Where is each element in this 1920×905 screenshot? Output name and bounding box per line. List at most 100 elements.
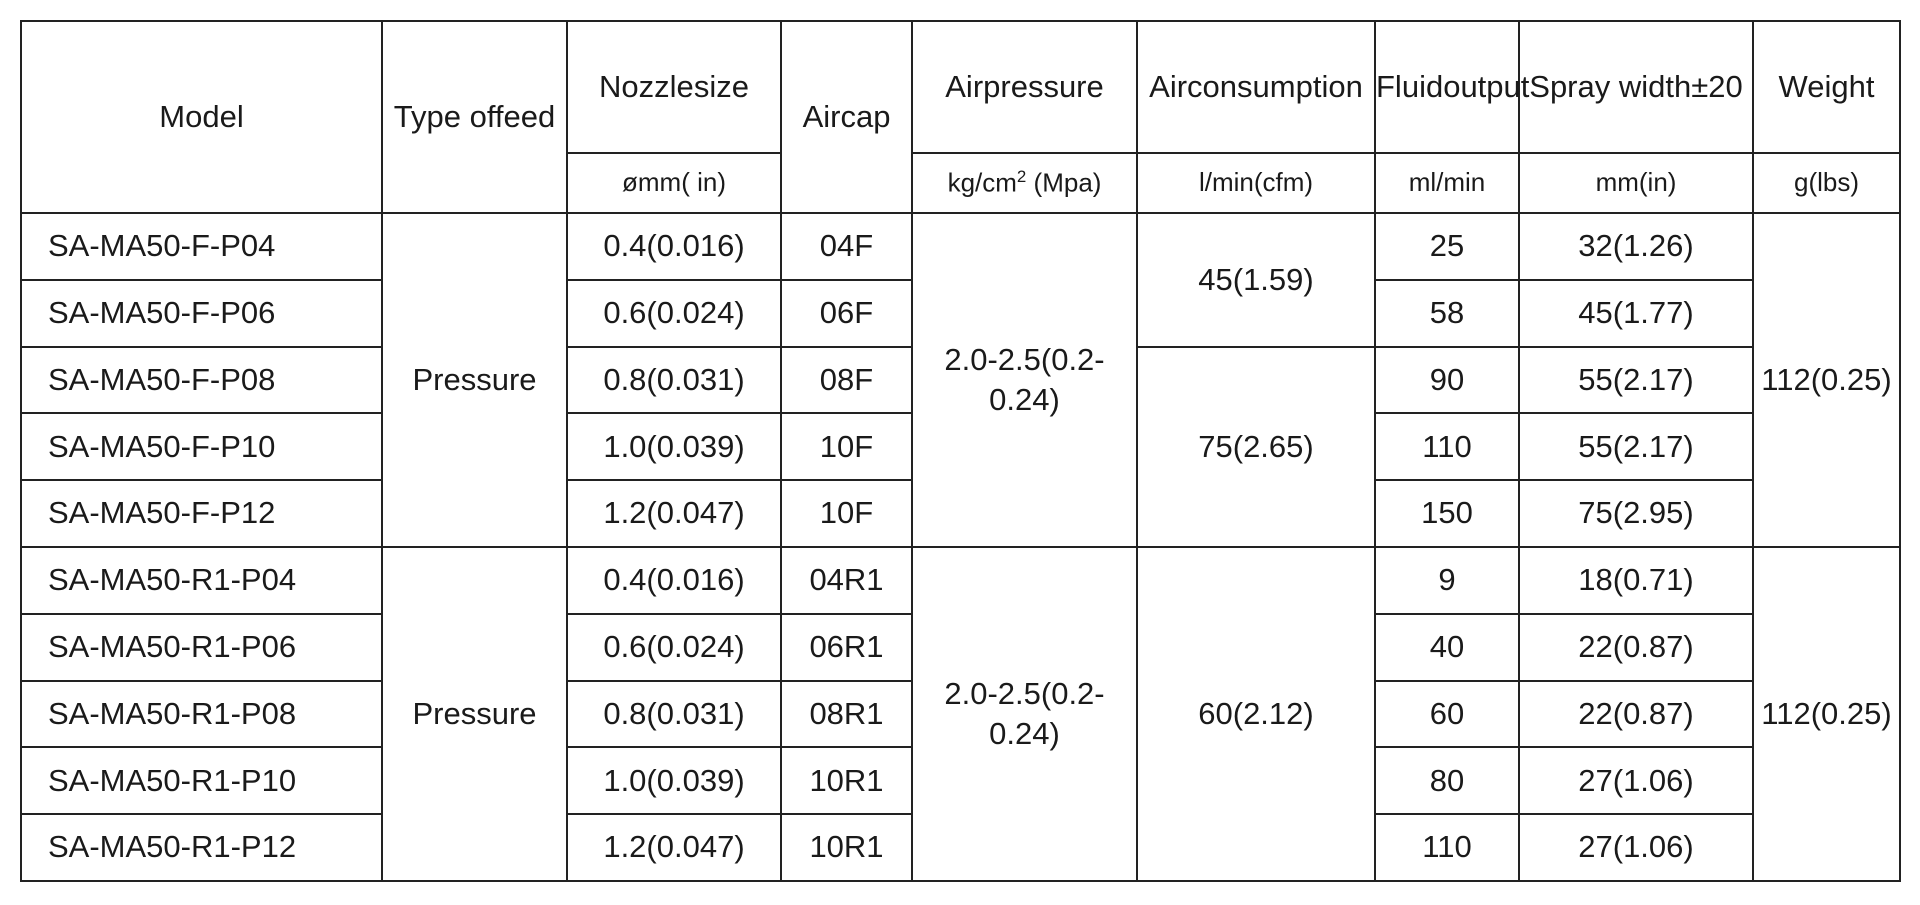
fluid-cell: 40: [1374, 612, 1520, 682]
cap-cell: 06R1: [780, 612, 913, 682]
cell-line: pressure: [983, 68, 1104, 104]
fluid-cell: 60: [1374, 679, 1520, 749]
cap-cell: 08R1: [780, 679, 913, 749]
unit-cell: ml/min: [1374, 152, 1520, 214]
feed-cell: Pressure: [381, 212, 568, 548]
unit-cell: kg/cm2 (Mpa): [911, 152, 1138, 214]
column-header: Nozzlesize: [566, 20, 782, 154]
nozzle-cell: 0.6(0.024): [566, 278, 782, 348]
spray-cell: 27(1.06): [1518, 746, 1754, 816]
data-row: SA-MA50-R1-P10 1.0(0.039) 10R1 80 27(1.06): [20, 746, 1900, 816]
fluid-cell: 80: [1374, 746, 1520, 816]
weight-cell: 112(0.25): [1752, 212, 1901, 548]
nozzle-cell: 1.0(0.039): [566, 746, 782, 816]
spray-cell: 55(2.17): [1518, 412, 1754, 482]
nozzle-cell: 0.8(0.031): [566, 679, 782, 749]
cell-line: cap: [840, 98, 891, 134]
cell-line: Air: [802, 98, 841, 134]
model-cell: SA-MA50-R1-P04: [20, 545, 383, 615]
cell-line: ±20: [1691, 68, 1743, 104]
data-row: SA-MA50-F-P08 0.8(0.031) 08F 75(2.65) 90 55(2…: [20, 345, 1900, 548]
data-row: SA-MA50-F-P12 1.2(0.047) 10F 150 75(2.95): [20, 479, 1900, 548]
fluid-cell: 9: [1374, 545, 1520, 615]
column-header: Weight: [1752, 20, 1901, 154]
cell-line: Type of: [393, 98, 495, 134]
cap-cell: 04R1: [780, 545, 913, 615]
cell-line: 112: [1761, 695, 1811, 731]
fluid-cell: 25: [1374, 212, 1520, 281]
cap-cell: 06F: [780, 278, 913, 348]
data-row: SA-MA50-F-P06 0.6(0.024) 06F 58 45(1.77): [20, 278, 1900, 348]
spray-cell: 22(0.87): [1518, 679, 1754, 749]
cell-line: Fluid: [1376, 68, 1444, 104]
air-pressure-cell: 2.0-2.5(0.2-0.24): [911, 545, 1138, 882]
column-header: Model: [20, 20, 383, 214]
spray-cell: 27(1.06): [1518, 813, 1754, 882]
cell-line: feed: [494, 98, 556, 134]
nozzle-cell: 0.8(0.031): [566, 345, 782, 415]
spray-cell: 22(0.87): [1518, 612, 1754, 682]
cell-line: consumption: [1187, 68, 1363, 104]
fluid-cell: 110: [1374, 412, 1520, 482]
nozzle-cell: 0.4(0.016): [566, 545, 782, 615]
cell-line: 2.0-2.5: [944, 341, 1041, 377]
cell-line: (0.2-0.24): [989, 675, 1105, 751]
data-row: SA-MA50-R1-P08 0.8(0.031) 08R1 60 22(0.87): [20, 679, 1900, 749]
model-cell: SA-MA50-F-P06: [20, 278, 383, 348]
cell-line: Nozzle: [599, 68, 694, 104]
unit-cell: mm(in): [1518, 152, 1754, 214]
data-row: SA-MA50-F-P10 1.0(0.039) 10F 110 55(2.17): [20, 412, 1900, 482]
cell-line: 2.0-2.5: [944, 675, 1041, 711]
data-row: SA-MA50-R1-P12 1.2(0.047) 10R1 110 27(1.06): [20, 813, 1900, 882]
air-pressure-cell: 2.0-2.5(0.2-0.24): [911, 212, 1138, 548]
weight-cell: 112(0.25): [1752, 545, 1901, 882]
cell-line: output: [1443, 68, 1530, 104]
air-consumption-cell: 60(2.12): [1136, 545, 1376, 882]
fluid-cell: 58: [1374, 278, 1520, 348]
cell-line: Air: [1149, 68, 1188, 104]
column-header: Airconsumption: [1136, 20, 1376, 154]
unit-base: kg/cm: [947, 167, 1017, 198]
cell-line: Spray width: [1529, 68, 1692, 104]
model-cell: SA-MA50-R1-P06: [20, 612, 383, 682]
cell-line: 112: [1761, 361, 1811, 397]
nozzle-cell: 0.4(0.016): [566, 212, 782, 281]
cell-line: (0.25): [1810, 361, 1892, 397]
column-header: Spray width±20: [1518, 20, 1754, 154]
cap-cell: 10F: [780, 412, 913, 482]
unit-rest: (Mpa): [1026, 167, 1102, 198]
cap-cell: 04F: [780, 212, 913, 281]
air-consumption-cell: 45(1.59): [1136, 212, 1376, 348]
spray-cell: 55(2.17): [1518, 345, 1754, 415]
cell-line: (0.25): [1810, 695, 1892, 731]
nozzle-cell: 1.0(0.039): [566, 412, 782, 482]
unit-row: ømm( in) kg/cm2 (Mpa) l/min(cfm) ml/min mm(i…: [21, 152, 1901, 214]
spray-cell: 32(1.26): [1518, 212, 1754, 281]
unit-sup: 2: [1016, 166, 1027, 186]
cell-line: (0.2-0.24): [989, 341, 1105, 417]
model-cell: SA-MA50-F-P10: [20, 412, 383, 482]
spray-cell: 75(2.95): [1518, 479, 1754, 548]
column-header: Fluidoutput: [1374, 20, 1529, 154]
nozzle-cell: 0.6(0.024): [566, 612, 782, 682]
cap-cell: 10R1: [780, 813, 913, 882]
model-cell: SA-MA50-R1-P08: [20, 679, 383, 749]
spray-cell: 45(1.77): [1518, 278, 1754, 348]
fluid-cell: 150: [1374, 479, 1520, 548]
header-row: Model Type offeed Nozzlesize Aircap Airpress…: [20, 20, 1901, 214]
nozzle-cell: 1.2(0.047): [566, 479, 782, 548]
data-row: SA-MA50-R1-P04 Pressure 0.4(0.016) 04R1 2.0-…: [20, 545, 1901, 882]
column-header: Type offeed: [381, 20, 568, 214]
column-header: Airpressure: [911, 20, 1138, 154]
column-header: Aircap: [780, 20, 913, 214]
air-consumption-cell: 75(2.65): [1136, 345, 1376, 548]
spec-table: Model Type offeed Nozzlesize Aircap Airpress…: [20, 20, 1901, 882]
cell-line: Weight: [1778, 68, 1875, 104]
cap-cell: 08F: [780, 345, 913, 415]
model-cell: SA-MA50-R1-P10: [20, 746, 383, 816]
cell-line: Air: [945, 68, 984, 104]
model-cell: SA-MA50-F-P08: [20, 345, 383, 415]
unit-cell: g(lbs): [1752, 152, 1901, 214]
model-cell: SA-MA50-F-P04: [20, 212, 383, 281]
